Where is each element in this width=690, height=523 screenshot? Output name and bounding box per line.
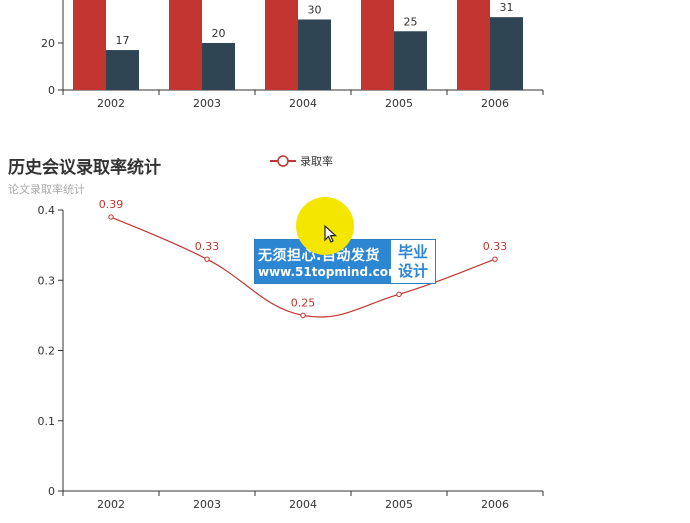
- legend-label: 录取率: [300, 155, 333, 168]
- chart-title: 历史会议录取率统计: [8, 158, 161, 178]
- bar: [169, 0, 202, 90]
- watermark-line2: www.51topmind.com: [258, 264, 401, 279]
- point-data-label: 0.39: [99, 198, 124, 211]
- bar: [106, 50, 139, 90]
- x-tick-label: 2003: [193, 97, 221, 110]
- watermark-line1: 无须担心.自动发货: [258, 247, 380, 264]
- point-data-label: 0.25: [291, 296, 316, 309]
- point-data-label: 0.33: [483, 240, 508, 253]
- y-tick-label: 20: [41, 37, 55, 50]
- x-tick-label: 2004: [289, 97, 317, 110]
- data-point: [396, 291, 402, 297]
- bar-chart: 20 0 2002 17 2003 20 2004 30 2005 25 2006 31: [41, 0, 544, 110]
- watermark-badge-line1: 毕业: [397, 242, 428, 261]
- y-tick-label: 0.1: [38, 415, 56, 428]
- bar: [457, 0, 490, 90]
- bar: [361, 0, 394, 90]
- bar: [394, 31, 427, 90]
- x-tick-label: 2006: [481, 97, 509, 110]
- x-tick-label: 2003: [193, 498, 221, 511]
- bar-data-label: 20: [212, 27, 226, 40]
- chart-subtitle: 论文录取率统计: [8, 183, 85, 196]
- watermark-badge-line2: 设计: [397, 261, 428, 280]
- legend[interactable]: 录取率: [270, 153, 333, 169]
- bar: [298, 19, 331, 90]
- bar: [490, 17, 523, 90]
- y-tick-label: 0: [48, 485, 55, 498]
- x-tick-label: 2002: [97, 97, 125, 110]
- x-tick-label: 2005: [385, 498, 413, 511]
- y-tick-label: 0.4: [38, 204, 56, 217]
- x-tick-label: 2005: [385, 97, 413, 110]
- data-point: [300, 312, 306, 319]
- data-point: [108, 214, 114, 220]
- bar-data-label: 30: [308, 4, 322, 17]
- data-point: [492, 256, 498, 262]
- x-tick-label: 2002: [97, 498, 125, 511]
- point-data-label: 0.33: [195, 240, 220, 253]
- bar-data-label: 25: [404, 15, 418, 28]
- x-tick-label: 2006: [481, 498, 509, 511]
- bar-data-label: 17: [116, 34, 130, 47]
- x-tick-label: 2004: [289, 498, 317, 511]
- y-tick-label: 0.2: [38, 345, 56, 358]
- y-tick-label: 0.3: [38, 274, 56, 287]
- bar: [202, 43, 235, 90]
- bar: [265, 0, 298, 90]
- bar-data-label: 31: [500, 1, 514, 14]
- bar: [73, 0, 106, 90]
- y-tick-label: 0: [48, 84, 55, 97]
- data-point: [204, 256, 210, 262]
- cursor-arrow-icon: [324, 225, 338, 243]
- legend-line-icon: [270, 155, 296, 167]
